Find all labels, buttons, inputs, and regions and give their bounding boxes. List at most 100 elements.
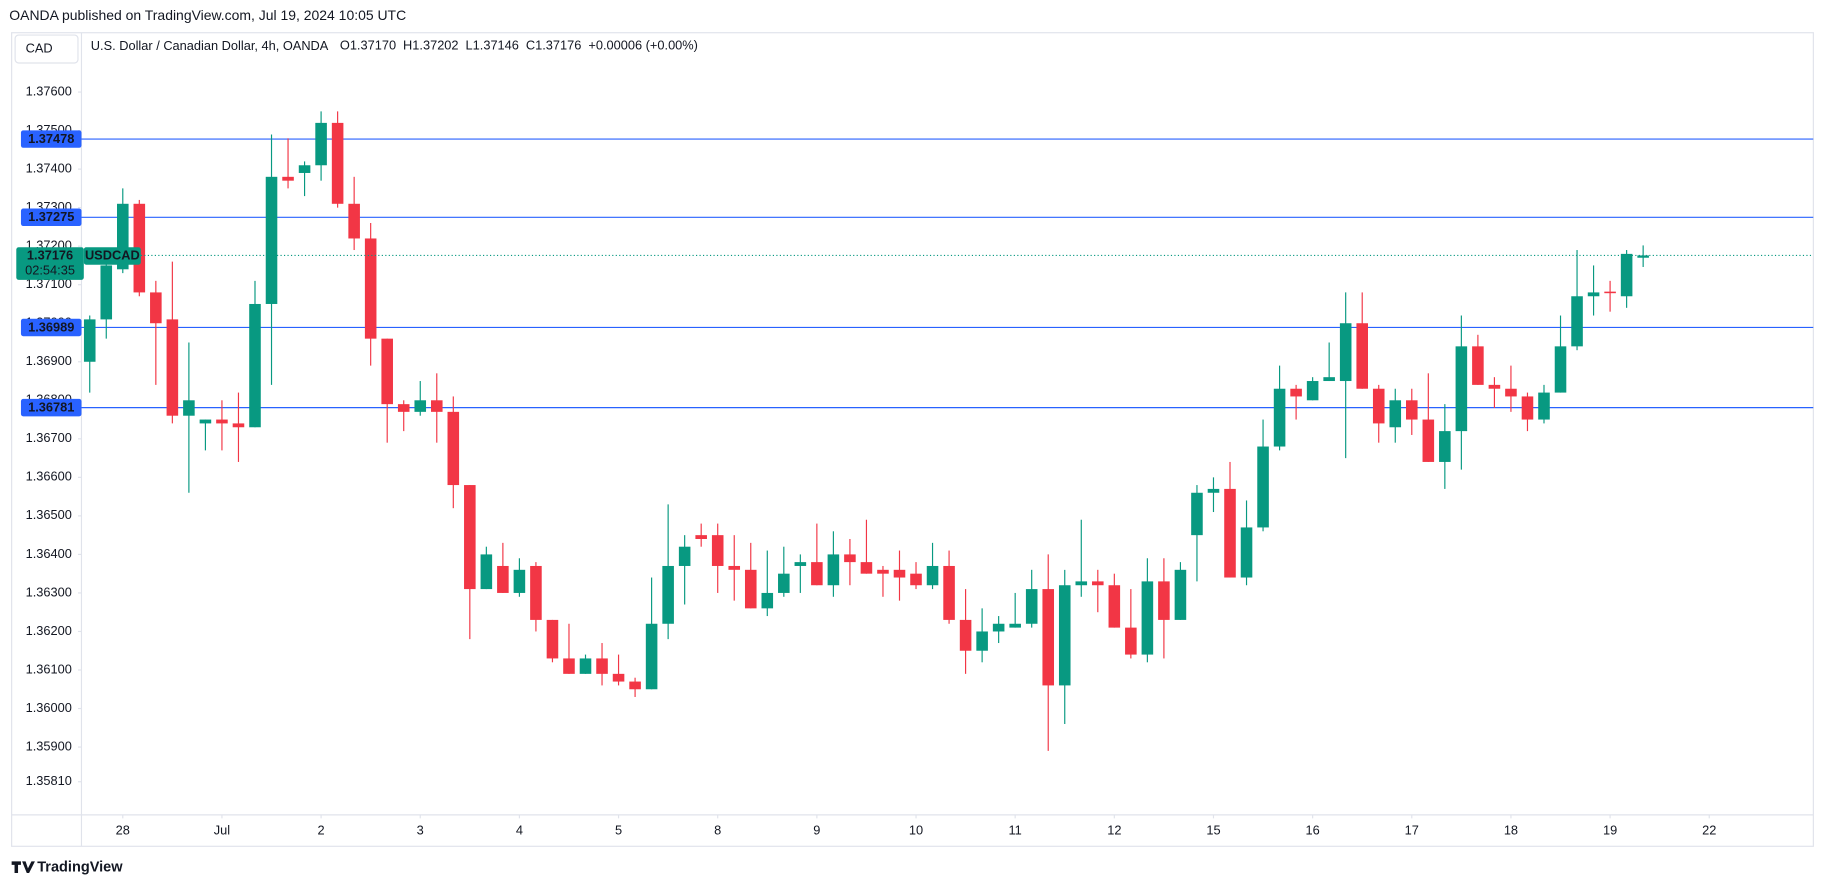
candle-body [645, 623, 658, 690]
candle-body [1637, 255, 1649, 258]
candle-body [1125, 627, 1137, 655]
candle-body [1339, 323, 1352, 382]
candle-body [464, 485, 476, 590]
legend-change: +0.00006 (+0.00%) [588, 38, 698, 53]
candle-body [397, 404, 410, 412]
x-tick-label: 15 [1206, 823, 1220, 838]
y-tick-label: 1.37600 [26, 83, 72, 98]
brand: TradingView [37, 860, 123, 876]
candle-body [1554, 346, 1567, 393]
candle-body [497, 565, 509, 593]
x-tick-label: 3 [417, 823, 424, 838]
candle-body [844, 554, 856, 563]
candle-body [232, 423, 245, 428]
candle-body [893, 569, 906, 578]
candle-body [199, 419, 212, 424]
candle-body [530, 565, 542, 620]
y-tick-label: 1.36500 [26, 507, 72, 522]
level-label-box [20, 130, 82, 148]
currency-box[interactable] [14, 34, 79, 64]
candle-body [1290, 388, 1302, 397]
chart-frame [11, 32, 1814, 847]
countdown-label: 02:54:35 [25, 263, 75, 278]
y-tick-label: 1.36400 [26, 546, 72, 561]
candle-body [1372, 388, 1385, 424]
candle-body [447, 411, 460, 486]
level-label: 1.37478 [28, 131, 74, 146]
y-tick-label: 1.37400 [26, 160, 72, 175]
y-tick-label: 1.36200 [26, 623, 72, 638]
candle-body [430, 400, 443, 412]
level-label: 1.36989 [28, 319, 74, 334]
candle-body [117, 203, 129, 270]
candle-body [1356, 323, 1368, 389]
candle-body [860, 562, 873, 574]
x-tick-label: 8 [714, 823, 721, 838]
level-label-box [20, 398, 82, 417]
candle-body [1587, 292, 1600, 297]
candle-body [794, 562, 807, 566]
candle-body [761, 592, 774, 609]
level-label-box [20, 318, 82, 337]
candle-body [1521, 396, 1534, 420]
candle-body [1224, 488, 1236, 578]
candle-body [216, 419, 228, 424]
level-label-box [20, 208, 82, 227]
legend-ohlc: O1.37170 H1.37202 L1.37146 C1.37176 +0.00006… [340, 38, 698, 53]
candle-body [1009, 623, 1021, 628]
candle-body [83, 319, 96, 362]
candle-body [315, 122, 327, 166]
candle-body [910, 573, 922, 586]
currency-label[interactable]: CAD [26, 40, 53, 55]
candle-body [596, 658, 608, 674]
candle-body [1422, 419, 1435, 462]
candle-body [1455, 346, 1468, 432]
candle-body [629, 681, 641, 690]
x-tick-label: 4 [516, 823, 523, 838]
candle-body [166, 319, 179, 416]
candle-body [1058, 585, 1071, 686]
plot [81, 111, 1814, 751]
candle-body [1257, 446, 1269, 528]
candle-body [331, 122, 344, 204]
candle-body [711, 535, 724, 566]
logo-mark [11, 861, 35, 874]
last-price-label: 1.37176 [27, 247, 73, 262]
x-tick-label: 2 [318, 823, 325, 838]
candle-body [695, 535, 707, 539]
candle-body [976, 631, 988, 651]
y-tick-label: 1.36600 [26, 469, 72, 484]
x-tick-label: 9 [813, 823, 820, 838]
candle-body [877, 569, 889, 574]
candle-body [1406, 400, 1418, 420]
candle-body [1439, 431, 1451, 462]
y-tick-label: 1.36300 [26, 584, 72, 599]
y-tick-label: 1.36000 [26, 700, 72, 715]
candle-body [1141, 581, 1154, 655]
x-tick-label: 19 [1603, 823, 1617, 838]
candle-body [381, 338, 393, 405]
candle-body [1488, 384, 1501, 389]
candle-body [778, 573, 790, 593]
candle-body [249, 303, 261, 428]
y-tick-label: 1.35900 [26, 738, 72, 753]
candle-body [150, 292, 162, 324]
candle-body [1604, 291, 1616, 294]
candle-body [579, 658, 592, 674]
legend-value: C1.37176 [526, 38, 582, 53]
x-tick-label: Jul [214, 823, 230, 838]
candle-body [414, 400, 427, 412]
candle-body [1207, 488, 1220, 493]
candle-body [1108, 585, 1121, 628]
candle-body [1571, 296, 1583, 347]
candle-body [728, 565, 741, 570]
candle-body [1042, 589, 1055, 686]
candle-body [959, 619, 972, 651]
legend-value: H1.37202 [403, 38, 459, 53]
candle-body [1240, 527, 1253, 578]
last-price-box [16, 247, 84, 280]
x-tick-label: 22 [1702, 823, 1716, 838]
candle-body [1092, 581, 1104, 586]
candle-body [744, 569, 757, 609]
